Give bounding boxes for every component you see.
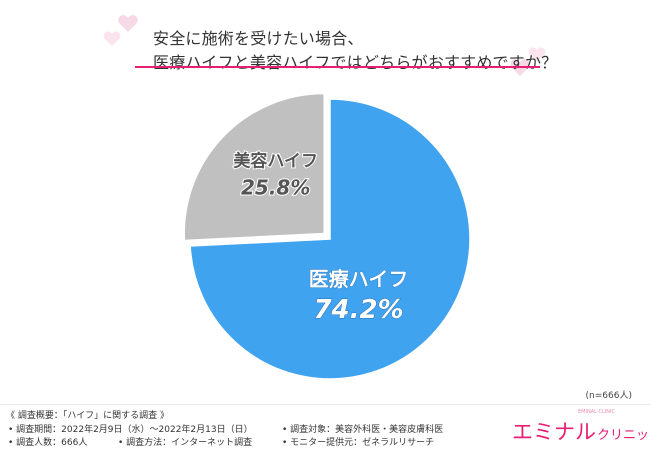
brand-subname: クリニック bbox=[597, 428, 650, 443]
survey-footer: 《 調査概要：「ハイフ」に関する調査 》 • 調査期間：2022年2月9日（水）… bbox=[0, 404, 650, 451]
pie-slice-2 bbox=[183, 92, 325, 242]
slice-label-2: 美容ハイフ bbox=[233, 150, 318, 171]
brand-name: エミナル bbox=[512, 420, 596, 444]
pie-slice-1 bbox=[189, 98, 471, 380]
title-line-1: 安全に施術を受けたい場合、 bbox=[153, 29, 364, 48]
slice-value-2: 25.8% bbox=[241, 175, 310, 199]
slice-value-1: 74.2% bbox=[313, 295, 403, 325]
brand-logo: エミナルクリニック bbox=[512, 416, 650, 446]
slice-label-1: 医療ハイフ bbox=[309, 267, 409, 291]
survey-count: • 調査人数：666人 bbox=[8, 438, 88, 448]
survey-method: • 調査方法：インターネット調査 bbox=[118, 438, 253, 448]
survey-target: • 調査対象：美容外科医・美容皮膚科医 bbox=[282, 425, 444, 435]
survey-period: • 調査期間：2022年2月9日（水）～2022年2月13日（日） bbox=[8, 425, 253, 435]
heart-icon bbox=[528, 47, 546, 62]
survey-heading: 《 調査概要：「ハイフ」に関する調査 》 bbox=[6, 411, 170, 421]
heart-icon bbox=[103, 31, 121, 46]
brand-tagline: EMINAL CLINIC bbox=[578, 409, 615, 415]
sample-size-note: (n=666人) bbox=[585, 391, 632, 401]
survey-provider: • モニター提供元：ゼネラルリサーチ bbox=[282, 438, 435, 448]
heart-icon bbox=[118, 15, 138, 32]
title-underline bbox=[135, 66, 540, 68]
